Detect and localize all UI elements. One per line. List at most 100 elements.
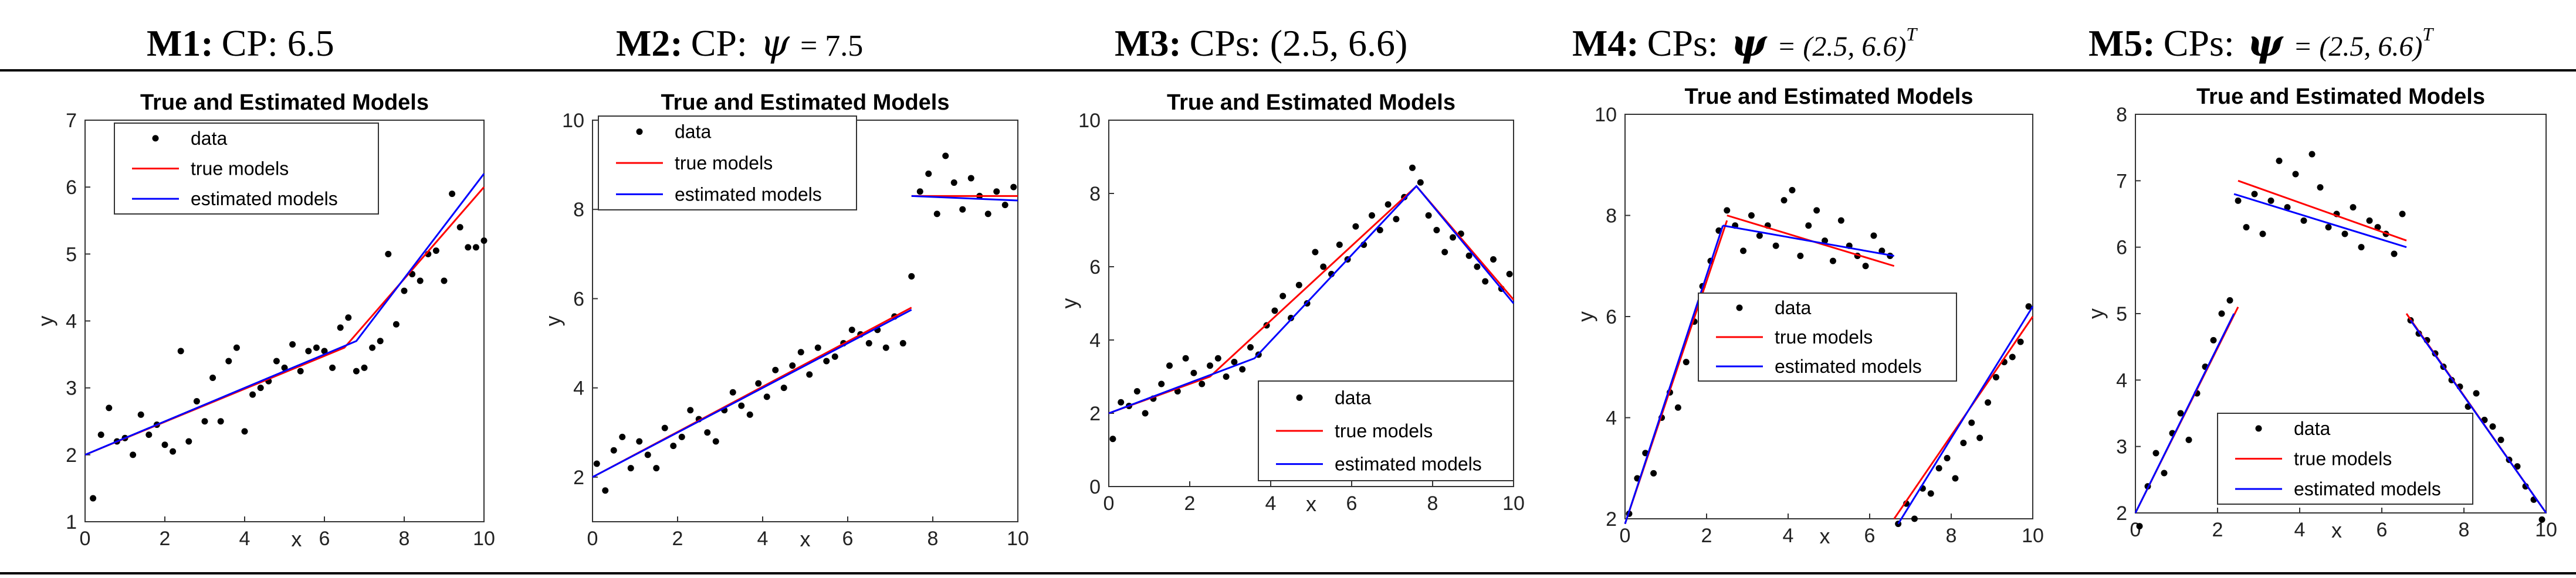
data-point bbox=[1158, 380, 1165, 387]
legend-label: true models bbox=[2294, 448, 2392, 470]
y-tick-label: 5 bbox=[2116, 303, 2127, 325]
data-point bbox=[2350, 204, 2357, 211]
legend-label: estimated models bbox=[675, 183, 822, 205]
data-point bbox=[1182, 355, 1189, 362]
data-point bbox=[653, 465, 660, 472]
data-point bbox=[456, 224, 463, 231]
data-point bbox=[1789, 186, 1796, 193]
data-point bbox=[2235, 197, 2242, 204]
data-point bbox=[289, 341, 296, 348]
data-point bbox=[661, 424, 668, 431]
x-tick-label: 2 bbox=[1701, 525, 1712, 547]
data-point bbox=[1109, 436, 1116, 443]
data-point bbox=[1740, 247, 1747, 254]
x-tick-label: 4 bbox=[2294, 519, 2306, 541]
estimated-model-line bbox=[1897, 305, 2034, 525]
y-tick-label: 3 bbox=[66, 378, 77, 400]
data-point bbox=[602, 487, 609, 494]
data-point bbox=[2391, 250, 2398, 257]
data-point bbox=[1450, 234, 1456, 241]
data-point bbox=[241, 428, 248, 435]
data-point bbox=[1320, 263, 1327, 270]
data-point bbox=[1376, 227, 1383, 233]
x-tick-label: 8 bbox=[928, 528, 939, 550]
data-point bbox=[472, 244, 479, 251]
y-tick-label: 8 bbox=[573, 199, 584, 221]
x-tick-label: 0 bbox=[1103, 492, 1115, 515]
data-point bbox=[1992, 374, 1999, 380]
data-point bbox=[1674, 404, 1681, 411]
y-tick-label: 10 bbox=[1078, 110, 1101, 132]
legend-label: data bbox=[1775, 297, 1811, 318]
data-point bbox=[1393, 216, 1400, 223]
data-point bbox=[789, 362, 796, 369]
data-point bbox=[1433, 227, 1440, 233]
y-tick-label: 6 bbox=[2116, 237, 2127, 259]
data-point bbox=[1223, 373, 1230, 380]
data-point bbox=[899, 340, 906, 347]
x-tick-label: 8 bbox=[1946, 525, 1957, 547]
data-point bbox=[1952, 475, 1959, 482]
data-point bbox=[385, 250, 392, 257]
legend-label: true models bbox=[1775, 327, 1873, 348]
y-tick-label: 6 bbox=[1089, 256, 1101, 278]
data-point bbox=[1409, 164, 1416, 171]
estimated-model-line bbox=[592, 309, 912, 478]
data-point bbox=[1207, 362, 1213, 369]
data-point bbox=[161, 441, 168, 448]
data-point bbox=[1118, 399, 1125, 406]
x-tick-label: 2 bbox=[160, 528, 171, 550]
data-point bbox=[1927, 490, 1934, 497]
data-point bbox=[755, 380, 762, 387]
y-axis-label: y bbox=[541, 316, 565, 327]
data-point bbox=[1944, 455, 1951, 461]
x-axis-label: x bbox=[2331, 518, 2342, 542]
data-point bbox=[1490, 256, 1497, 263]
y-tick-label: 2 bbox=[1606, 508, 1617, 531]
data-point bbox=[1862, 263, 1869, 270]
data-point bbox=[1960, 440, 1967, 447]
data-point bbox=[1231, 359, 1238, 365]
y-tick-label: 7 bbox=[66, 110, 77, 132]
data-point bbox=[1279, 293, 1287, 300]
data-point bbox=[1312, 249, 1319, 256]
legend-label: data bbox=[2294, 418, 2330, 439]
data-point bbox=[1010, 183, 1017, 191]
y-tick-label: 4 bbox=[1606, 407, 1617, 430]
data-point bbox=[1190, 369, 1197, 376]
data-point bbox=[401, 287, 408, 294]
data-point bbox=[2489, 423, 2496, 430]
panel-1-header: M1: CP: 6.5 bbox=[147, 22, 334, 64]
y-axis-label: y bbox=[33, 316, 57, 327]
data-point bbox=[1748, 212, 1755, 219]
data-point bbox=[772, 366, 779, 373]
data-point bbox=[257, 385, 264, 392]
y-tick-label: 3 bbox=[2116, 436, 2127, 458]
legend: data true models estimated models bbox=[2217, 413, 2473, 505]
data-point bbox=[712, 438, 719, 445]
data-point bbox=[2514, 463, 2521, 470]
data-point bbox=[1247, 344, 1254, 351]
data-point bbox=[2399, 210, 2406, 217]
legend-data-marker bbox=[636, 128, 643, 135]
data-point bbox=[193, 398, 200, 404]
legend: data true models estimated models bbox=[114, 123, 379, 215]
y-tick-label: 6 bbox=[66, 176, 77, 199]
data-point bbox=[2276, 157, 2283, 164]
x-tick-label: 8 bbox=[2459, 519, 2470, 541]
data-point bbox=[2177, 410, 2184, 417]
data-point bbox=[1417, 179, 1424, 186]
data-point bbox=[1968, 419, 1975, 426]
y-tick-label: 6 bbox=[1606, 306, 1617, 328]
data-point bbox=[1837, 217, 1844, 224]
legend-label: data bbox=[1335, 387, 1371, 408]
legend: data true models estimated models bbox=[1258, 380, 1514, 481]
legend-label: estimated models bbox=[2294, 478, 2441, 499]
legend-label: data bbox=[191, 128, 227, 149]
data-point bbox=[593, 460, 600, 467]
data-point bbox=[185, 438, 192, 445]
data-point bbox=[2017, 338, 2024, 345]
data-point bbox=[959, 206, 966, 213]
